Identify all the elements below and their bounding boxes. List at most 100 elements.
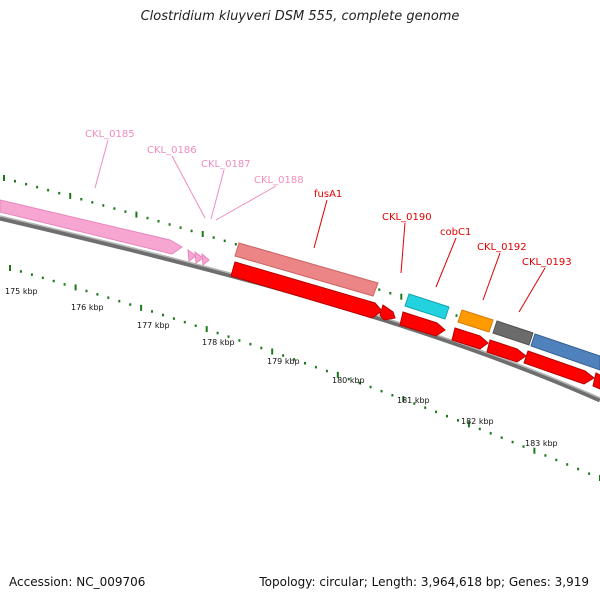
minor-tick (555, 458, 558, 462)
scale-label: 175 kbp (5, 287, 38, 296)
gene-gray-feature[interactable] (492, 320, 534, 346)
minor-tick (566, 463, 569, 466)
minor-tick (80, 198, 83, 201)
gene-label[interactable]: fusA1 (314, 189, 342, 200)
minor-tick (234, 243, 237, 246)
gene-label[interactable]: CKL_0187 (201, 159, 251, 170)
minor-tick (389, 292, 392, 295)
major-tick (271, 348, 274, 355)
minor-tick (52, 279, 55, 283)
minor-tick (19, 270, 22, 273)
minor-tick (223, 239, 226, 243)
minor-tick (282, 354, 285, 357)
minor-tick (435, 410, 438, 414)
gene-label[interactable]: CKL_0192 (477, 242, 527, 253)
minor-tick (260, 346, 263, 350)
minor-tick (168, 223, 171, 226)
gene-ckl-0187-feature[interactable] (194, 250, 204, 264)
major-tick (533, 447, 536, 454)
inner-tick-ring (9, 265, 600, 481)
minor-tick (30, 273, 33, 276)
major-tick (9, 265, 11, 271)
gene-label[interactable]: CKL_0190 (382, 212, 432, 223)
gene-cobc1-feature[interactable] (404, 293, 450, 320)
scale-label: 177 kbp (137, 321, 170, 330)
scale-label: 183 kbp (525, 439, 558, 448)
gene-fusa1-feature[interactable] (234, 242, 379, 297)
gene-label[interactable]: CKL_0193 (522, 257, 572, 268)
scale-label: 176 kbp (71, 303, 104, 312)
scale-labels: 175 kbp 176 kbp 177 kbp 178 kbp 179 kbp … (5, 287, 558, 448)
minor-tick (446, 414, 448, 418)
gene-label[interactable]: CKL_0185 (85, 129, 135, 140)
gene-label[interactable]: cobC1 (440, 227, 471, 238)
minor-tick (183, 320, 186, 324)
major-tick (140, 304, 143, 311)
gene-inner-red-3[interactable] (399, 311, 446, 337)
minor-tick (325, 369, 328, 373)
scale-label: 180 kbp (332, 376, 365, 385)
minor-tick (455, 314, 458, 317)
major-tick (3, 175, 5, 181)
gene-ckl-0188-feature[interactable] (201, 252, 210, 266)
minor-tick (63, 283, 66, 286)
major-tick (69, 192, 72, 199)
gene-ckl-0192-feature[interactable] (457, 309, 494, 333)
minor-tick (413, 402, 416, 405)
gene-ckl-0185-feature[interactable] (0, 199, 183, 255)
genome-summary-text: Topology: circular; Length: 3,964,618 bp… (259, 575, 589, 589)
gene-ckl-0186-feature[interactable] (187, 248, 197, 262)
gene-label[interactable]: CKL_0186 (147, 145, 197, 156)
minor-tick (238, 339, 241, 342)
minor-tick (124, 210, 127, 213)
minor-tick (304, 362, 306, 365)
minor-tick (91, 201, 94, 204)
minor-tick (358, 381, 361, 385)
minor-tick (172, 317, 175, 320)
minor-tick (378, 288, 381, 291)
major-tick (205, 326, 208, 333)
minor-tick (146, 216, 149, 220)
gene-ckl-0193-feature[interactable] (530, 333, 600, 371)
gene-inner-red-6[interactable] (523, 350, 595, 385)
leader-ckl-0190 (400, 222, 406, 274)
minor-tick (162, 313, 164, 317)
major-tick (135, 211, 138, 218)
minor-tick (522, 445, 525, 448)
minor-tick (96, 293, 99, 296)
gene-inner-red-5[interactable] (486, 339, 527, 363)
minor-tick (500, 436, 503, 439)
minor-tick (58, 191, 61, 195)
leader-ckl-0187 (210, 169, 225, 220)
minor-tick (157, 220, 160, 223)
minor-tick (227, 335, 230, 338)
minor-tick (113, 207, 116, 210)
gene-inner-red-1[interactable] (230, 261, 383, 319)
minor-tick (478, 427, 481, 431)
minor-tick (190, 229, 193, 233)
minor-tick (14, 179, 16, 183)
gene-label[interactable]: CKL_0188 (254, 175, 304, 186)
minor-tick (212, 236, 215, 239)
major-tick (400, 293, 403, 300)
inner-strand-genes (230, 261, 600, 390)
minor-tick (380, 389, 383, 393)
minor-tick (36, 185, 39, 189)
minor-tick (179, 226, 182, 229)
label-leader-lines (94, 139, 546, 313)
scale-label: 181 kbp (397, 396, 430, 405)
major-tick (467, 421, 470, 428)
minor-tick (369, 385, 372, 389)
minor-tick (151, 310, 153, 313)
gene-inner-red-7[interactable] (592, 372, 600, 390)
genome-title: Clostridium kluyveri DSM 555, complete g… (140, 9, 460, 24)
leader-cobc1 (435, 237, 457, 288)
gene-ckl-0190-feature[interactable] (379, 304, 396, 321)
gene-labels: CKL_0185 CKL_0186 CKL_0187 CKL_0188 fusA… (85, 129, 572, 268)
minor-tick (25, 182, 28, 186)
minor-tick (194, 324, 197, 327)
leader-fusa1 (313, 199, 328, 249)
gene-inner-red-4[interactable] (451, 327, 489, 350)
minor-tick (85, 289, 88, 293)
